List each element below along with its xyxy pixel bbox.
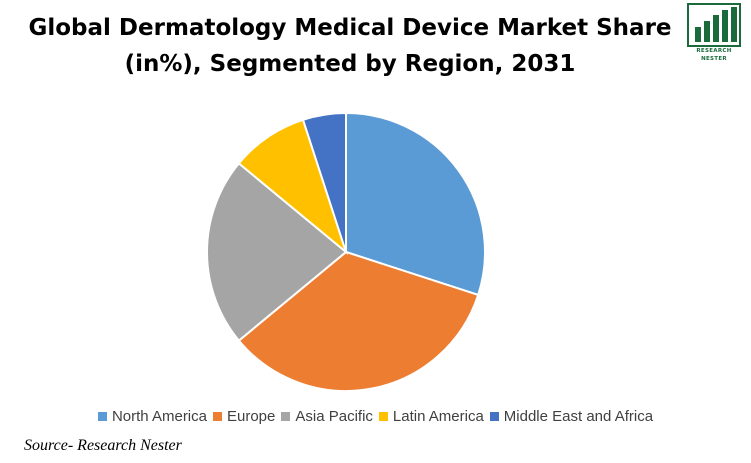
pie-slice-asia-pacific xyxy=(206,161,348,343)
pie-slice-europe xyxy=(237,250,480,392)
legend-swatch xyxy=(378,412,388,421)
legend-swatch xyxy=(489,412,499,421)
research-nester-logo: RESEARCH NESTER xyxy=(686,3,742,65)
legend-label: North America xyxy=(111,408,207,425)
legend-item-middle-east-and-africa: Middle East and Africa xyxy=(489,408,654,425)
legend-label: Middle East and Africa xyxy=(503,408,654,425)
chart-legend: North America Europe Asia Pacific Latin Ame… xyxy=(0,408,751,425)
logo-text-line-1: RESEARCH xyxy=(696,48,732,54)
chart-title: Global Dermatology Medical Device Market… xyxy=(0,10,700,82)
legend-item-europe: Europe xyxy=(213,408,275,425)
legend-swatch xyxy=(213,412,222,421)
legend-item-north-america: North America xyxy=(97,408,207,425)
legend-label: Latin America xyxy=(392,408,484,425)
pie-chart xyxy=(206,111,486,392)
legend-label: Asia Pacific xyxy=(295,408,373,425)
bar-chart-logo-icon xyxy=(687,3,741,47)
legend-label: Europe xyxy=(227,408,276,425)
legend-swatch xyxy=(97,412,107,421)
pie-slice-latin-america xyxy=(237,118,349,255)
pie-slice-north-america xyxy=(345,111,486,297)
chart-title-line-1: Global Dermatology Medical Device Market… xyxy=(28,15,672,41)
chart-title-line-2: (in%), Segmented by Region, 2031 xyxy=(124,51,576,77)
legend-swatch xyxy=(281,412,291,421)
logo-text-line-2: NESTER xyxy=(701,56,727,62)
pie-slice-middle-east-and-africa xyxy=(301,111,347,253)
source-note: Source- Research Nester xyxy=(24,437,182,454)
legend-item-latin-america: Latin America xyxy=(378,408,484,425)
legend-item-asia-pacific: Asia Pacific xyxy=(281,408,373,425)
